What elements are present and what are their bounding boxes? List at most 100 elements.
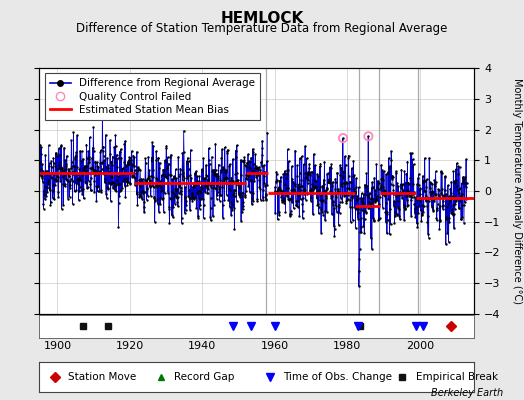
Point [389, 182, 397, 188]
Point [428, 188, 436, 195]
Point [110, 180, 118, 186]
Point [68, 169, 77, 175]
Point [62, 153, 71, 159]
Point [289, 178, 298, 185]
Point [238, 193, 246, 199]
Point [252, 174, 260, 181]
Point [422, 193, 430, 200]
Point [308, 181, 316, 188]
Point [110, 183, 118, 189]
Point [180, 128, 188, 134]
Point [54, 194, 62, 200]
Point [253, 196, 261, 203]
Point [236, 185, 245, 191]
Point [277, 189, 286, 195]
Point [370, 198, 379, 204]
Point [378, 204, 387, 211]
Point [433, 217, 441, 224]
Point [52, 178, 60, 184]
Point [309, 186, 317, 193]
Point [378, 191, 386, 197]
Point [427, 196, 435, 202]
Point [235, 192, 243, 198]
Point [352, 175, 361, 182]
Point [163, 163, 171, 169]
Point [82, 154, 91, 161]
Point [263, 182, 271, 188]
Text: 1900: 1900 [43, 341, 71, 351]
Point [373, 184, 381, 190]
Point [153, 176, 161, 182]
Point [440, 194, 449, 200]
Point [406, 175, 414, 182]
Point [336, 172, 345, 178]
Point [56, 152, 64, 158]
Point [127, 167, 136, 173]
Point [245, 158, 253, 164]
Point [124, 161, 132, 167]
Point [462, 184, 470, 190]
Text: 2000: 2000 [406, 341, 434, 351]
Point [212, 186, 221, 192]
Point [339, 135, 347, 141]
Point [256, 170, 264, 176]
Point [298, 153, 306, 160]
Point [128, 162, 137, 168]
Point [226, 186, 235, 193]
Point [148, 139, 157, 146]
Point [307, 169, 315, 175]
Point [420, 188, 429, 194]
Point [255, 184, 264, 190]
Point [455, 164, 464, 170]
Point [444, 182, 452, 188]
Point [400, 204, 408, 210]
Point [416, 198, 424, 204]
Point [449, 168, 457, 175]
Point [431, 192, 439, 198]
Point [410, 210, 419, 216]
Point [372, 197, 380, 204]
Point [157, 172, 166, 178]
Point [84, 178, 93, 184]
Point [190, 184, 198, 190]
Point [443, 194, 452, 201]
Point [362, 209, 370, 216]
Point [93, 184, 101, 190]
Point [354, 206, 363, 212]
Point [252, 165, 260, 172]
Point [325, 180, 334, 186]
Point [163, 154, 172, 160]
Point [109, 185, 117, 192]
Point [297, 183, 305, 190]
Point [404, 179, 412, 186]
Point [125, 155, 134, 162]
Point [253, 165, 261, 171]
Point [81, 179, 90, 185]
Point [412, 204, 420, 211]
Point [50, 196, 58, 202]
Point [319, 184, 327, 190]
Point [408, 164, 417, 170]
Point [72, 180, 80, 186]
Point [232, 147, 240, 154]
Point [121, 141, 129, 147]
Point [345, 185, 353, 191]
Point [223, 175, 231, 182]
Point [318, 198, 326, 205]
Point [106, 137, 114, 143]
Point [202, 171, 211, 178]
Point [257, 159, 266, 166]
Point [138, 180, 147, 186]
Point [300, 186, 308, 192]
Point [223, 150, 232, 156]
Point [368, 246, 376, 252]
Point [252, 163, 260, 169]
Point [161, 159, 170, 165]
Point [84, 160, 92, 166]
Point [297, 196, 305, 202]
Point [188, 192, 196, 199]
Point [128, 174, 136, 180]
Point [89, 168, 97, 174]
Point [452, 166, 460, 172]
Point [228, 156, 237, 162]
